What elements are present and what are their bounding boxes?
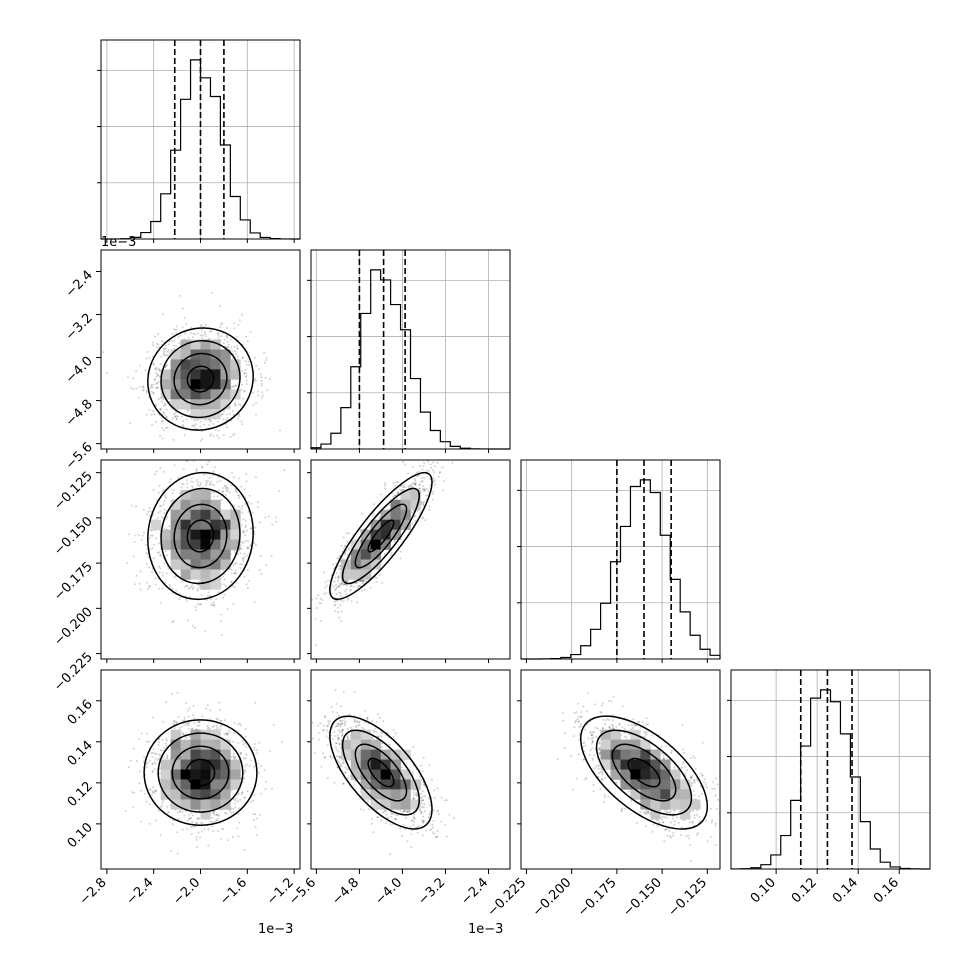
x-tick-label-2-1: −0.200 — [530, 875, 575, 920]
contour-3-2-2 — [595, 729, 693, 816]
x-tick-label-1-4: −2.4 — [458, 875, 491, 908]
y-tick-label-2-1: −0.200 — [51, 605, 96, 650]
scatter-panel-2-0 — [100, 459, 301, 660]
scatter-points-3-1 — [311, 689, 456, 856]
x-tick-label-2-4: −0.125 — [666, 875, 711, 920]
x-tick-label-0-1: −2.4 — [124, 875, 157, 908]
x-tick-label-3-2: 0.14 — [830, 875, 861, 906]
x-tick-label-1-3: −3.2 — [415, 875, 448, 908]
y-tick-label-2-3: −0.150 — [51, 514, 96, 559]
scatter-points-2-1 — [311, 460, 454, 647]
x-offset-label-1: 1e−3 — [468, 922, 503, 937]
contour-3-2-0 — [627, 757, 661, 788]
y-tick-label-2-0: −0.225 — [51, 650, 96, 695]
y-tick-label-2-4: −0.125 — [51, 469, 96, 514]
contour-3-0-0 — [185, 758, 216, 787]
contour-3-2-3 — [579, 715, 709, 830]
contour-2-1-3 — [329, 471, 433, 601]
y-tick-label-1-3: −3.2 — [63, 311, 96, 344]
scatter-points-3-2 — [556, 692, 720, 862]
contour-3-1-1 — [354, 743, 408, 802]
scatter-panel-3-1 — [310, 669, 511, 870]
x-tick-label-2-2: −0.175 — [575, 875, 620, 920]
histogram-frame-3 — [730, 669, 931, 870]
contour-2-0-0 — [186, 519, 215, 553]
y-tick-label-3-0: 0.10 — [65, 820, 96, 851]
y-tick-label-1-4: −2.4 — [63, 268, 96, 301]
contour-1-0-2 — [160, 339, 241, 419]
contour-3-0-3 — [143, 719, 258, 827]
histogram-panel-0 — [97, 39, 301, 240]
contour-1-0-0 — [186, 365, 215, 393]
contour-1-0-3 — [147, 327, 254, 431]
histogram-frame-2 — [520, 459, 721, 660]
contour-2-0-2 — [160, 487, 241, 585]
y-tick-label-1-1: −4.8 — [63, 397, 96, 430]
contour-2-0-1 — [173, 503, 228, 569]
scatter-points-3-0 — [124, 691, 283, 855]
y-tick-label-1-0: −5.6 — [63, 440, 96, 473]
histogram-frame-1 — [310, 249, 511, 450]
x-tick-label-3-1: 0.12 — [789, 875, 820, 906]
x-tick-label-3-3: 0.16 — [871, 875, 902, 906]
x-offset-label-0: 1e−3 — [258, 922, 293, 937]
histogram-panel-1 — [307, 249, 511, 450]
scatter-panel-3-0 — [100, 669, 301, 870]
scatter-points-2-0 — [126, 460, 286, 637]
contour-1-0-1 — [173, 352, 228, 406]
histogram-step-1 — [310, 269, 511, 450]
scatter-points-1-0 — [102, 291, 281, 442]
scatter-frame-3-1 — [310, 669, 511, 870]
y-tick-label-2-2: −0.175 — [51, 559, 96, 604]
scatter-panel-2-1 — [310, 459, 511, 660]
contour-3-1-2 — [341, 729, 420, 816]
x-tick-label-2-0: −0.225 — [485, 875, 530, 920]
histogram-panel-2 — [517, 459, 721, 660]
contour-2-1-2 — [341, 487, 420, 585]
x-tick-label-0-2: −2.0 — [170, 875, 203, 908]
x-tick-label-1-2: −4.0 — [372, 875, 405, 908]
contour-2-1-0 — [367, 519, 395, 553]
y-tick-label-3-2: 0.14 — [65, 738, 96, 769]
x-tick-label-0-0: −2.8 — [77, 875, 110, 908]
contour-3-1-3 — [329, 715, 433, 830]
histogram-step-3 — [730, 689, 931, 870]
contour-3-1-0 — [367, 757, 395, 788]
y-tick-label-3-3: 0.16 — [65, 697, 96, 728]
y-offset-label-1: 1e−3 — [101, 235, 136, 250]
histogram-panel-3 — [727, 669, 931, 870]
scatter-panel-1-0 — [100, 249, 301, 450]
scatter-frame-2-1 — [310, 459, 511, 660]
histogram-step-2 — [520, 479, 721, 660]
y-tick-label-1-2: −4.0 — [63, 354, 96, 387]
contour-3-2-1 — [611, 743, 677, 802]
contour-3-0-2 — [157, 732, 244, 813]
x-tick-label-2-3: −0.150 — [620, 875, 665, 920]
x-tick-label-1-1: −4.8 — [329, 875, 362, 908]
contour-2-0-3 — [147, 471, 254, 601]
y-tick-label-3-1: 0.12 — [65, 779, 96, 810]
scatter-panel-3-2 — [520, 669, 721, 870]
scatter-frame-3-2 — [520, 669, 721, 870]
x-tick-label-3-0: 0.10 — [748, 875, 779, 906]
x-tick-label-0-3: −1.6 — [217, 875, 250, 908]
contour-2-1-1 — [354, 503, 408, 569]
contour-3-0-1 — [171, 745, 230, 800]
